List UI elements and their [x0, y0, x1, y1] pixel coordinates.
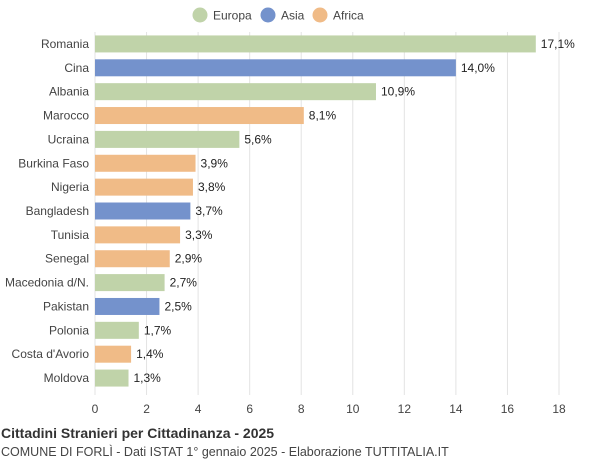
x-tick-label: 4 — [195, 402, 202, 416]
chart-title: Cittadini Stranieri per Cittadinanza - 2… — [1, 425, 275, 441]
bars — [95, 35, 536, 387]
category-label: Tunisia — [51, 228, 90, 242]
category-label: Senegal — [45, 252, 89, 266]
value-label: 10,9% — [381, 85, 415, 99]
bar — [95, 107, 304, 125]
value-label: 1,3% — [134, 371, 162, 385]
x-tick-label: 12 — [398, 402, 412, 416]
bar — [95, 226, 181, 244]
legend: Europa Asia Africa — [192, 7, 364, 23]
x-axis-ticks: 0 2 4 6 8 10 12 14 16 18 — [92, 402, 566, 416]
value-label: 5,6% — [244, 132, 272, 146]
value-label: 14,0% — [461, 61, 495, 75]
category-label: Pakistan — [43, 299, 89, 313]
category-label: Polonia — [49, 323, 89, 337]
bar — [95, 321, 139, 339]
value-label: 1,7% — [144, 323, 172, 337]
bar — [95, 369, 129, 387]
bar — [95, 154, 196, 172]
x-tick-label: 6 — [246, 402, 253, 416]
x-tick-label: 2 — [143, 402, 150, 416]
legend-label: Africa — [333, 9, 364, 23]
bar — [95, 202, 191, 220]
legend-marker — [312, 7, 328, 23]
bar — [95, 297, 160, 315]
legend-label: Europa — [213, 9, 252, 23]
category-label: Moldova — [44, 371, 90, 385]
x-tick-label: 0 — [92, 402, 99, 416]
category-label: Bangladesh — [26, 204, 89, 218]
x-tick-label: 18 — [552, 402, 566, 416]
category-label: Ucraina — [48, 132, 90, 146]
bar — [95, 250, 170, 268]
category-label: Burkina Faso — [18, 156, 89, 170]
value-label: 2,9% — [175, 252, 203, 266]
value-label: 2,5% — [164, 299, 192, 313]
bar — [95, 130, 240, 148]
category-label: Marocco — [43, 109, 89, 123]
category-label: Cina — [64, 61, 89, 75]
x-tick-label: 14 — [449, 402, 463, 416]
category-label: Macedonia d/N. — [5, 276, 89, 290]
bar — [95, 345, 132, 363]
value-label: 1,4% — [136, 347, 164, 361]
legend-marker — [192, 7, 208, 23]
value-labels: 17,1% 14,0% 10,9% 8,1% 5,6% 3,9% 3,8% 3,7% 3,3% 2… — [134, 37, 576, 385]
bar — [95, 59, 456, 77]
legend-label: Asia — [281, 9, 305, 23]
chart-subtitle: COMUNE DI FORLÌ - Dati ISTAT 1° gennaio … — [1, 445, 449, 459]
category-label: Nigeria — [51, 180, 89, 194]
value-label: 3,7% — [195, 204, 223, 218]
value-label: 3,9% — [201, 156, 229, 170]
category-label: Albania — [49, 85, 89, 99]
bar — [95, 35, 536, 53]
x-tick-label: 8 — [298, 402, 305, 416]
category-label: Romania — [41, 37, 89, 51]
bar — [95, 274, 165, 292]
value-label: 17,1% — [541, 37, 575, 51]
x-tick-label: 10 — [346, 402, 360, 416]
value-label: 3,3% — [185, 228, 213, 242]
bar — [95, 178, 193, 196]
category-label: Costa d'Avorio — [12, 347, 90, 361]
value-label: 3,8% — [198, 180, 226, 194]
x-tick-label: 16 — [501, 402, 515, 416]
category-labels: Romania Cina Albania Marocco Ucraina Burkina … — [5, 37, 89, 385]
value-label: 8,1% — [309, 109, 337, 123]
legend-marker — [260, 7, 276, 23]
bar — [95, 83, 376, 101]
value-label: 2,7% — [170, 276, 198, 290]
